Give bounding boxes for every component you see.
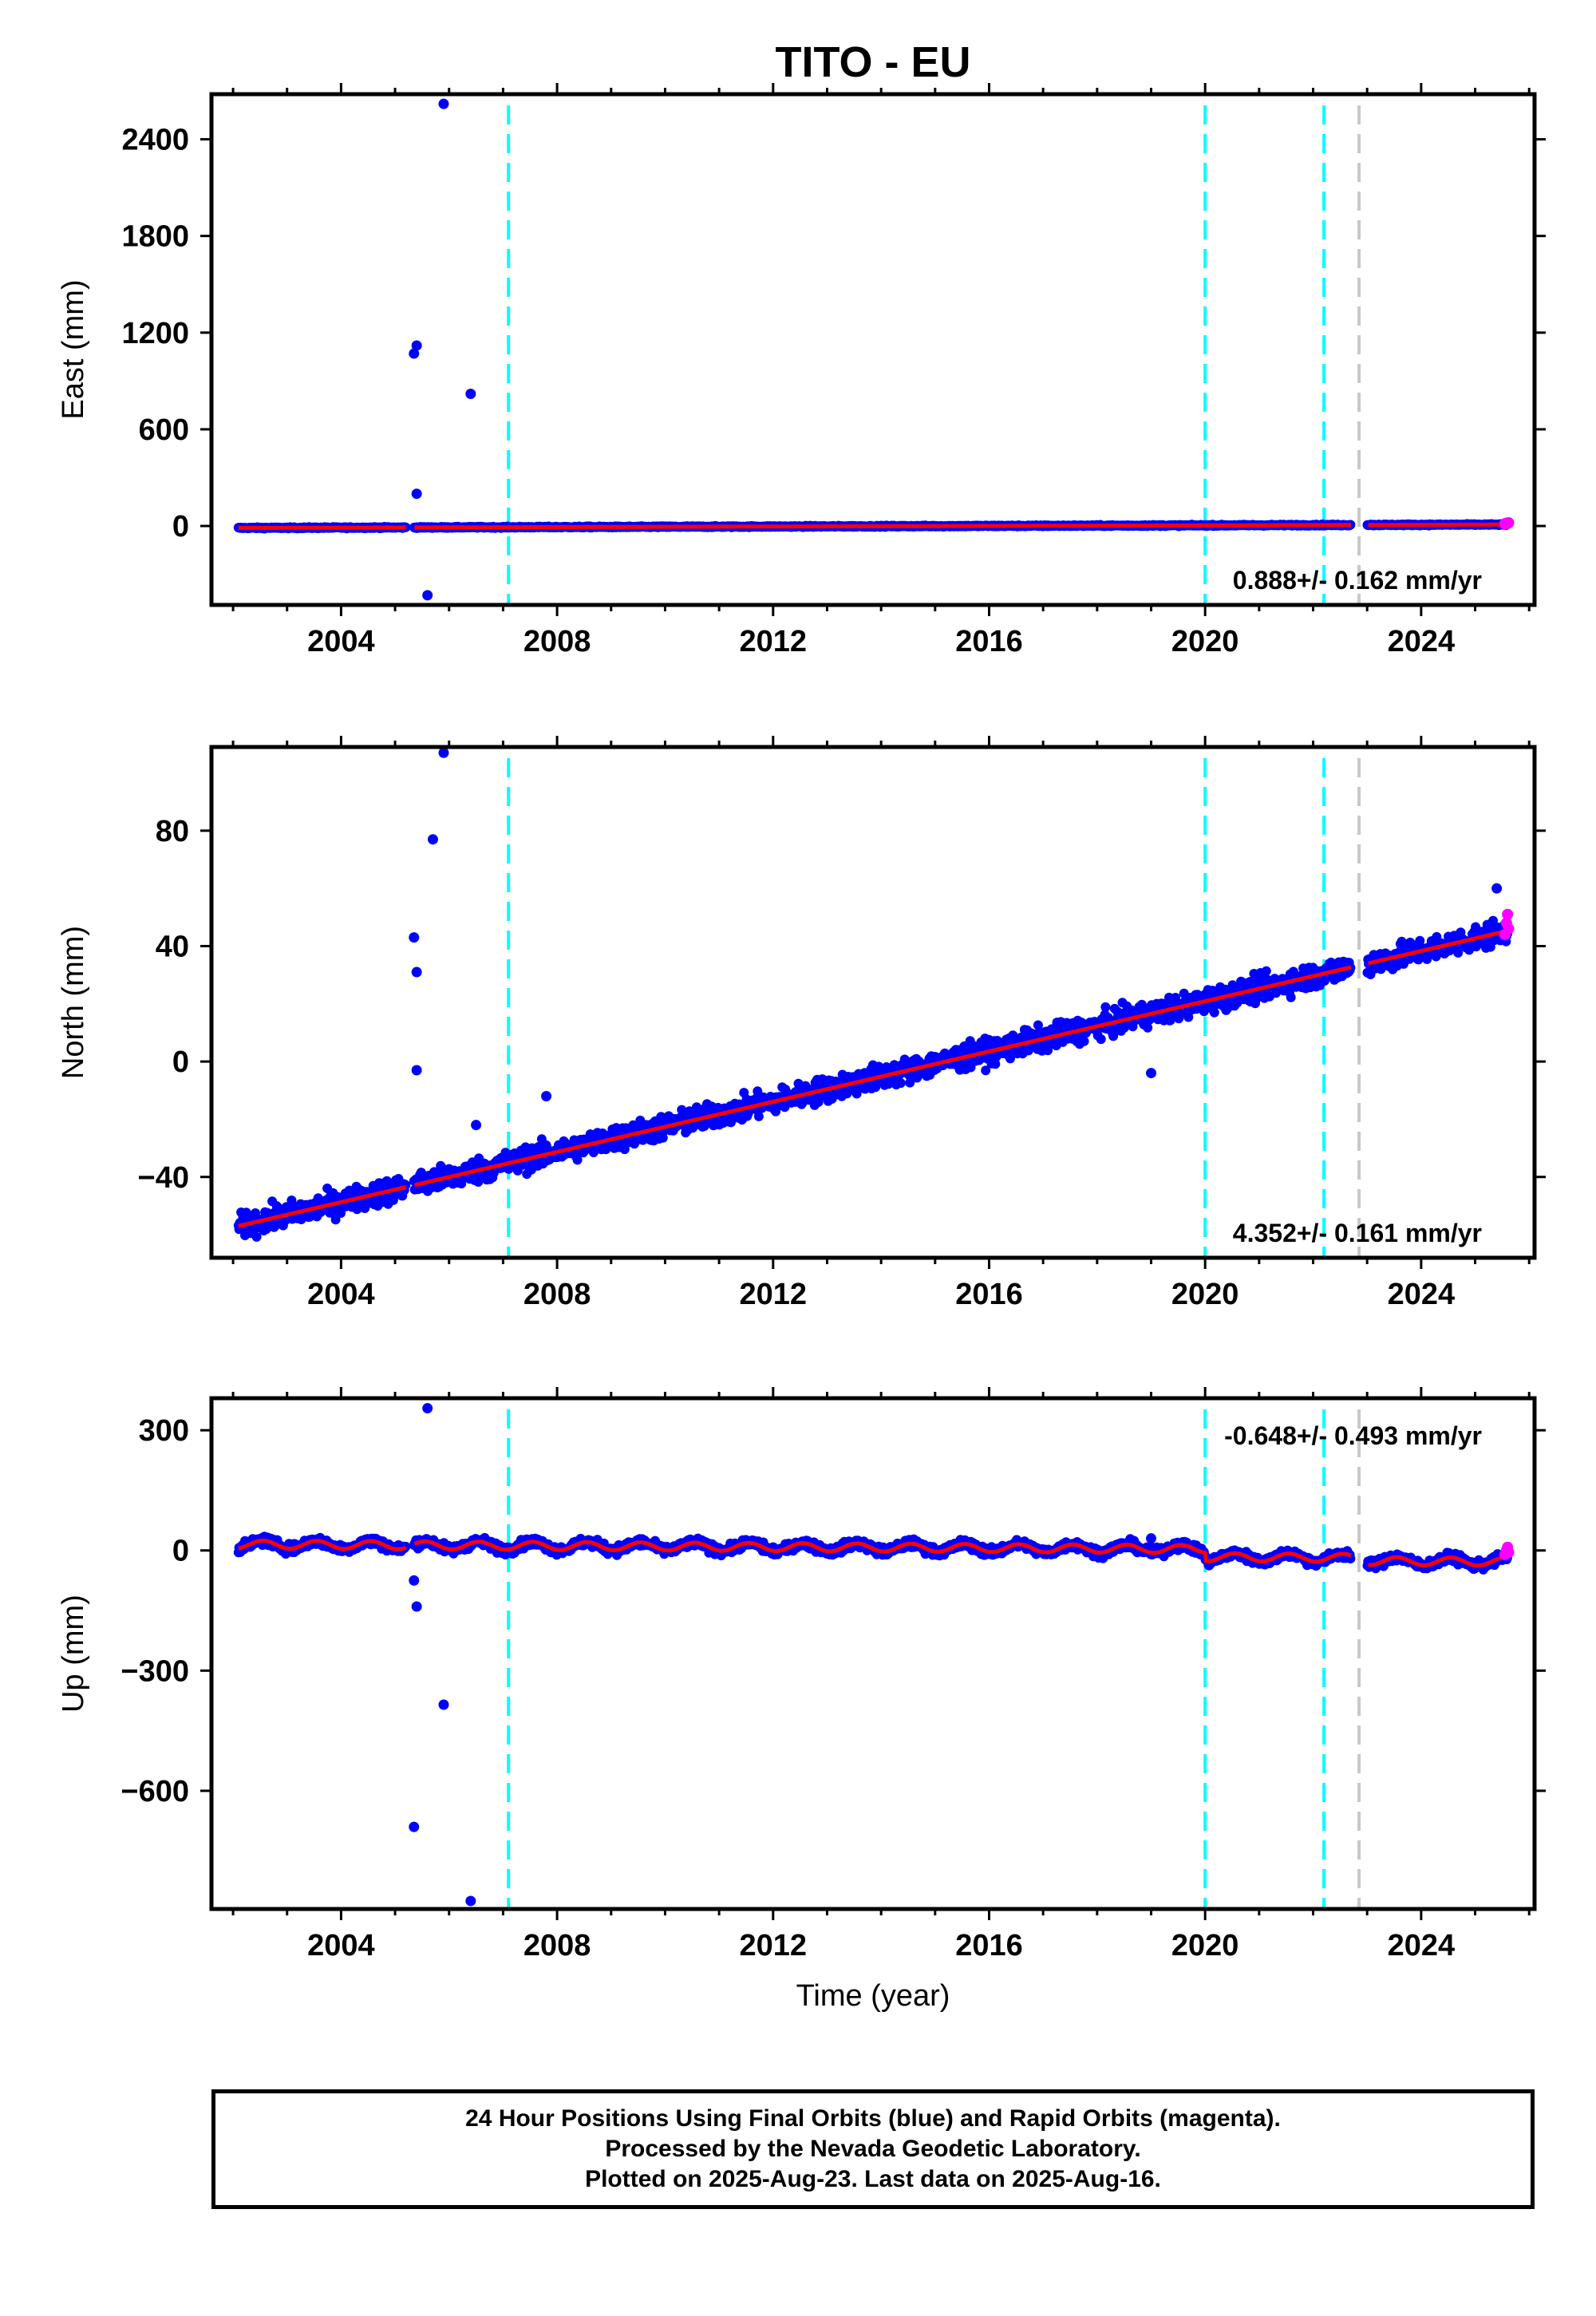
outlier-point bbox=[411, 488, 422, 500]
x-tick-label: 2012 bbox=[740, 1278, 808, 1311]
data-point bbox=[905, 1077, 915, 1088]
data-point bbox=[1143, 1022, 1153, 1033]
data-point bbox=[726, 1117, 736, 1128]
rapid-orbit-point bbox=[1503, 923, 1515, 935]
rate-label: 0.888+/- 0.162 mm/yr bbox=[1233, 566, 1482, 595]
y-tick-label: 1200 bbox=[121, 317, 189, 350]
data-point bbox=[330, 1215, 341, 1225]
x-tick-label: 2016 bbox=[955, 625, 1023, 658]
y-axis-label: East (mm) bbox=[57, 279, 90, 419]
data-point bbox=[1100, 1002, 1111, 1012]
y-tick-label: 2400 bbox=[121, 124, 189, 157]
outlier-point bbox=[422, 590, 433, 601]
data-point bbox=[1261, 966, 1271, 976]
plot-area bbox=[233, 1403, 1515, 1909]
data-point bbox=[1376, 964, 1386, 974]
outlier-point bbox=[409, 348, 420, 359]
outlier-point bbox=[409, 932, 420, 943]
data-point bbox=[990, 1059, 1001, 1069]
data-point bbox=[1005, 1053, 1015, 1064]
x-tick-label: 2012 bbox=[740, 625, 808, 658]
data-point bbox=[1227, 980, 1238, 990]
y-axis-label: North (mm) bbox=[57, 926, 90, 1079]
final-orbit-points bbox=[233, 1531, 1512, 1575]
data-point bbox=[871, 1082, 881, 1093]
rapid-orbit-point bbox=[1502, 908, 1514, 920]
y-tick-label: 80 bbox=[156, 815, 189, 848]
data-point bbox=[1431, 951, 1441, 962]
outlier-point bbox=[471, 1120, 482, 1131]
x-tick-label: 2020 bbox=[1171, 1278, 1239, 1311]
outlier-point bbox=[411, 1065, 422, 1076]
y-tick-label: 40 bbox=[156, 930, 189, 963]
model-curve bbox=[238, 522, 1508, 530]
x-tick-label: 2024 bbox=[1388, 1278, 1456, 1311]
y-tick-label: 1800 bbox=[121, 220, 189, 254]
data-point bbox=[456, 1179, 467, 1189]
x-tick-label: 2004 bbox=[307, 1278, 375, 1311]
model-curve bbox=[238, 928, 1508, 1228]
plot-frame bbox=[209, 745, 1537, 1260]
data-point bbox=[1079, 1036, 1089, 1046]
data-point bbox=[895, 1078, 906, 1089]
data-point bbox=[1286, 992, 1296, 1002]
plot-frame bbox=[209, 92, 1537, 607]
plot-area bbox=[233, 98, 1515, 605]
data-point bbox=[1415, 935, 1425, 946]
outlier-point bbox=[541, 1091, 552, 1102]
outlier-point bbox=[465, 389, 476, 400]
outlier-point bbox=[1491, 883, 1503, 894]
rate-label: 4.352+/- 0.161 mm/yr bbox=[1233, 1219, 1482, 1247]
outlier-point bbox=[1146, 1068, 1157, 1079]
outlier-point bbox=[411, 966, 422, 978]
chart-title: TITO - EU bbox=[775, 38, 970, 86]
data-point bbox=[572, 1155, 583, 1165]
x-tick-label: 2004 bbox=[307, 625, 375, 658]
outlier-point bbox=[411, 340, 422, 351]
x-tick-label: 2016 bbox=[955, 1278, 1023, 1311]
y-tick-label: 0 bbox=[172, 1045, 189, 1079]
data-point bbox=[1209, 1007, 1219, 1018]
rapid-orbit-point bbox=[1503, 517, 1515, 529]
y-tick-label: 600 bbox=[139, 413, 189, 447]
data-point bbox=[1183, 1012, 1194, 1022]
data-point bbox=[677, 1105, 687, 1115]
x-tick-label: 2024 bbox=[1388, 625, 1456, 658]
y-tick-label: 0 bbox=[172, 510, 189, 543]
outlier-point bbox=[427, 834, 438, 845]
plot-area bbox=[233, 747, 1515, 1258]
data-point bbox=[981, 1065, 991, 1076]
data-point bbox=[416, 1168, 426, 1178]
y-tick-label: −40 bbox=[138, 1161, 189, 1195]
x-tick-label: 2008 bbox=[523, 625, 591, 658]
panel-north: 2004 2008 2012 2016 2020 2024 −40 0 40 80 North (m… bbox=[57, 736, 1546, 1311]
panel-east: 2004 2008 2012 2016 2020 2024 0 600 1200 1800 2400… bbox=[57, 83, 1546, 658]
outlier-point bbox=[438, 747, 449, 758]
data-point bbox=[251, 1231, 262, 1242]
x-tick-label: 2020 bbox=[1171, 625, 1239, 658]
x-tick-label: 2008 bbox=[523, 1278, 591, 1311]
data-point bbox=[619, 1144, 630, 1155]
data-point bbox=[1488, 915, 1498, 926]
data-point bbox=[753, 1086, 763, 1097]
data-point bbox=[1096, 1034, 1106, 1045]
outlier-point bbox=[438, 98, 449, 109]
data-point bbox=[753, 1111, 764, 1121]
